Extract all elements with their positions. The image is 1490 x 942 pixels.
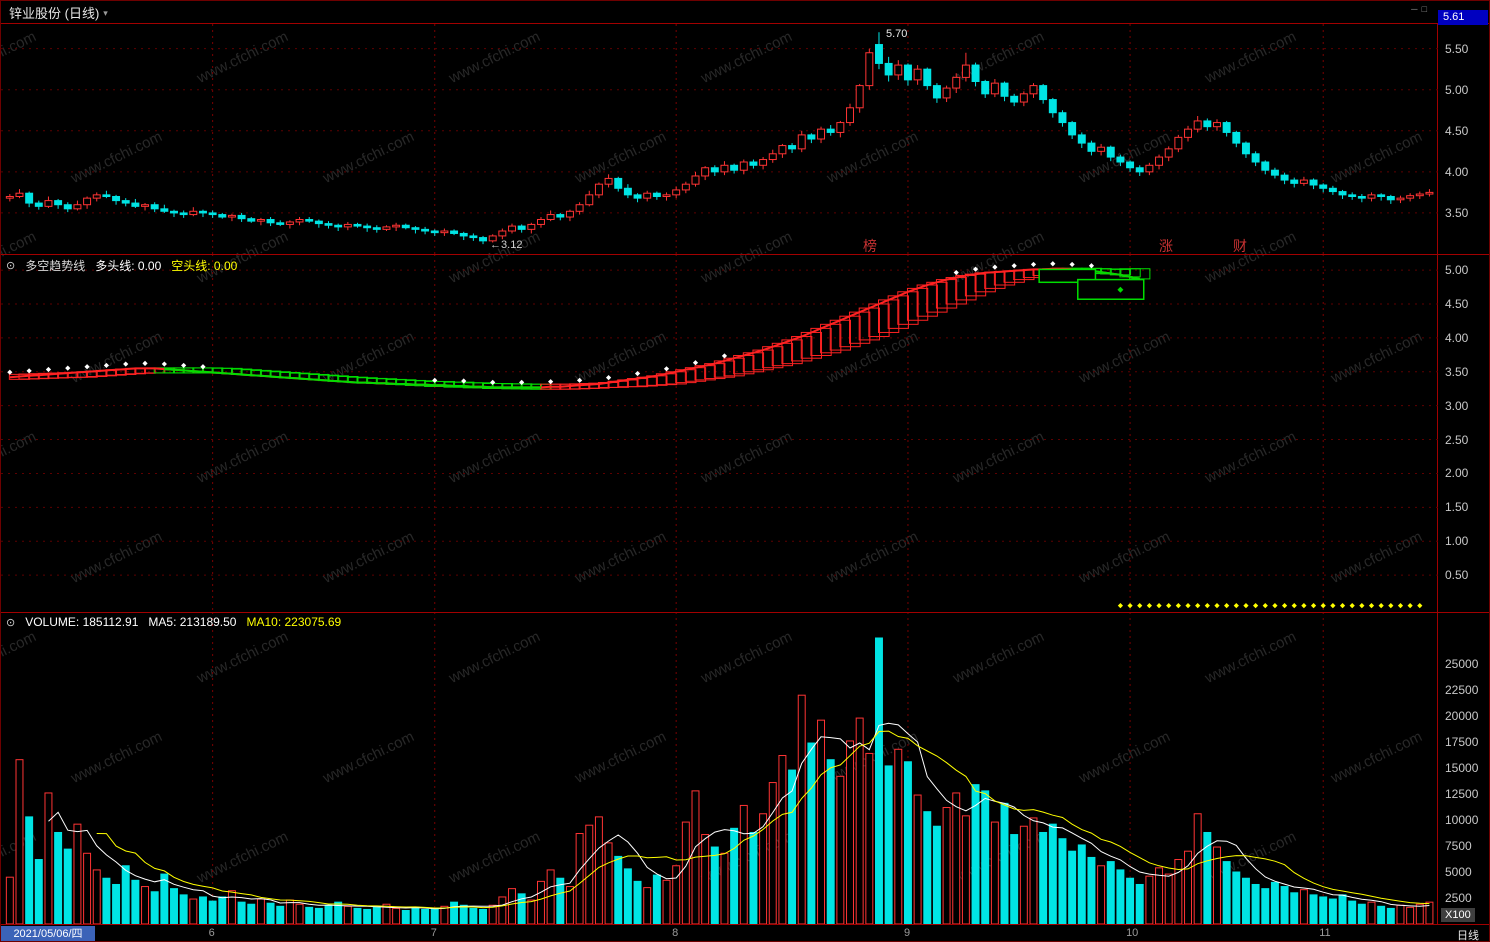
axis-tick: 7500 [1445,839,1472,853]
statusbar: 2021/05/06/四 6 7 8 9 10 11 日线 [1,924,1489,942]
titlebar: 锌业股份 (日线) ▾ [1,1,1489,23]
axis-tick: 15000 [1445,761,1479,775]
axis-tick: 12500 [1445,787,1479,801]
month-label: 7 [430,927,437,939]
axis-tick: 10000 [1445,813,1479,827]
volume-value: VOLUME: 185112.91 [25,615,139,629]
axis-tick: 1.50 [1445,500,1469,515]
period-label[interactable]: 日线 [1457,930,1479,942]
axis-tick: 22500 [1445,683,1479,697]
ma5-value: MA5: 213189.50 [148,615,237,629]
axis-tick: 4.00 [1445,330,1469,345]
price-annotations: 5.70 ←3.12 [490,28,907,251]
indicator-icon[interactable]: ⊙ [6,260,16,272]
month-label: 8 [672,927,679,939]
zero-level-dots [1117,603,1423,609]
axis-tick: 3.00 [1445,398,1469,413]
ma5-line [48,722,1430,910]
month-label: 11 [1319,927,1331,939]
bull-line-value: 多头线: 0.00 [95,259,162,273]
axis-tick: 25000 [1445,657,1479,671]
ma10-value: MA10: 223075.69 [246,615,342,629]
svg-text:←3.12: ←3.12 [490,239,522,251]
chart-region: 5.70 ←3.12 ⊙ 多空趋势线 多头线: 0.00 空头线: 0.00 ⊙ … [1,23,1489,927]
axis-tick: 5.00 [1445,263,1469,278]
indicator-label-row: ⊙ 多空趋势线 多头线: 0.00 空头线: 0.00 [6,257,237,274]
month-label: 9 [903,927,911,939]
month-label: 6 [208,927,215,939]
indicator-panel[interactable] [1,254,1438,612]
axis-tick: 1.00 [1445,534,1469,549]
window-title: 锌业股份 (日线) [9,5,100,21]
axis-tick: 2.00 [1445,466,1469,481]
trend-band-layer [8,267,1151,390]
ma10-line [96,730,1430,909]
volume-icon[interactable]: ⊙ [6,616,16,629]
bear-end-boxes [1038,268,1145,300]
axis-tick: 4.50 [1445,123,1469,138]
month-gridlines [212,254,1324,612]
candlestick-panel[interactable]: 5.70 ←3.12 [1,24,1438,254]
volume-unit-label: X100 [1441,908,1475,922]
bear-line-value: 空头线: 0.00 [171,259,238,273]
axis-tick: 20000 [1445,709,1479,723]
plot-area: 5.70 ←3.12 ⊙ 多空趋势线 多头线: 0.00 空头线: 0.00 ⊙ … [1,24,1489,927]
window-controls: ─□ [1411,4,1431,14]
panel-separator [1,254,1489,255]
axis-tick: 2500 [1445,891,1472,905]
maximize-icon[interactable]: □ [1421,4,1431,14]
indicator-gridlines [1,269,1438,576]
minimize-icon[interactable]: ─ [1411,4,1422,14]
price-gridlines [1,48,1438,214]
svg-text:5.70: 5.70 [886,28,907,40]
max-price-tag: 5.61 [1438,10,1488,25]
candles-layer [5,32,1434,245]
axis-tick: 2.50 [1445,432,1469,447]
axis-tick: 5.00 [1445,82,1469,97]
axis-tick: 0.50 [1445,568,1469,583]
month-gridlines [212,24,1324,254]
axis-tick: 4.50 [1445,296,1469,311]
axis-tick: 3.50 [1445,364,1469,379]
axis-tick: 17500 [1445,735,1479,749]
price-axis: X100 5.50 5.00 4.50 4.00 3.50 5.00 4.50 4.00 3.5… [1439,24,1489,927]
indicator-name: 多空趋势线 [25,259,86,273]
date-box[interactable]: 2021/05/06/四 [1,926,95,941]
panel-separator [1,612,1489,613]
month-label: 10 [1126,927,1139,939]
axis-tick: 3.50 [1445,205,1469,220]
chevron-down-icon[interactable]: ▾ [103,7,108,18]
volume-bars-layer [5,637,1434,925]
axis-tick: 5000 [1445,865,1472,879]
axis-tick: 5.50 [1445,41,1469,56]
trend-white-dots [7,261,1095,385]
volume-label-row: ⊙ VOLUME: 185112.91 MA5: 213189.50 MA10:… [6,615,341,629]
volume-panel[interactable] [1,612,1438,927]
axis-tick: 4.00 [1445,164,1469,179]
